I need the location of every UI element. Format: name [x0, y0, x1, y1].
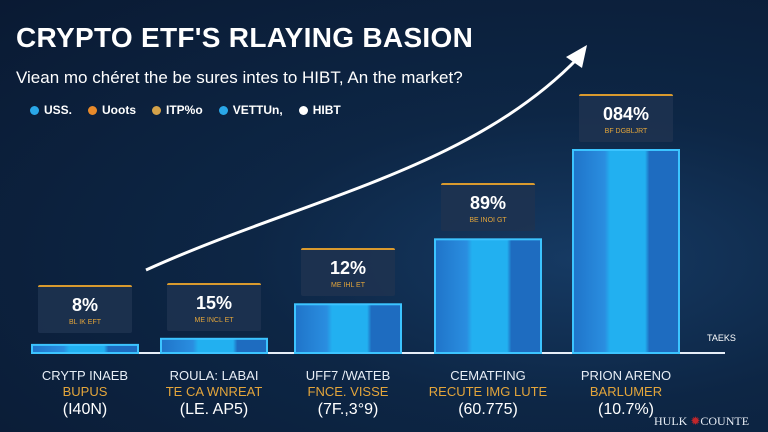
legend-label: HIBT: [312, 103, 341, 117]
bar: [160, 337, 268, 355]
category-name: CRYTP INAEB: [41, 368, 129, 383]
category-value: (60.775): [458, 401, 518, 418]
bar: [31, 343, 139, 355]
legend-item: VETTUn,: [218, 103, 283, 117]
legend-label: VETTUn,: [232, 103, 283, 117]
legend-dot-icon: [152, 105, 162, 115]
bar: [294, 303, 402, 354]
data-label-value: 8%: [71, 295, 98, 315]
data-label: 15% ME INCL ET: [167, 282, 261, 331]
legend-label: USS.: [44, 103, 73, 117]
category-name: UFF7 /WATEB: [305, 368, 391, 383]
data-label-value: 12%: [329, 258, 367, 279]
data-label-sub: ME IHL ET: [331, 282, 365, 290]
legend-dot-icon: [218, 105, 228, 115]
data-label-sub: BF DGBLJRT: [604, 128, 648, 135]
category-value: (10.7%): [597, 401, 655, 418]
legend-label: ITP%o: [166, 103, 203, 117]
brand-logo: HULK ✹COUNTE: [654, 414, 750, 428]
category-sub: FNCE. VISSE: [307, 384, 389, 399]
legend-dot-icon: [298, 105, 308, 115]
category-label: UFF7 /WATEB FNCE. VISSE (7F.,3°9): [273, 368, 423, 420]
category-value: (7F.,3°9): [317, 401, 379, 418]
maple-leaf-icon: ✹: [690, 414, 701, 428]
category-sub: TE CA WNREAT: [165, 384, 263, 399]
data-label-sub: BL IK EFT: [68, 319, 102, 326]
chart-subtitle: Viean mo chéret the be sures intes to HI…: [16, 68, 463, 87]
category-value: (I40N): [62, 401, 108, 418]
data-label-value: 15%: [195, 292, 233, 313]
legend-item: USS.: [30, 103, 72, 117]
legend-label: Uoots: [102, 103, 137, 117]
category-sub: BUPUS: [62, 384, 108, 399]
legend-item: ITP%o: [152, 103, 203, 117]
legend-dot-icon: [30, 105, 39, 115]
data-label: 084% BF DGBLJRT: [579, 94, 673, 142]
trend-arrow-head: [566, 45, 587, 68]
legend: USS. Uoots ITP%o VETTUn, HIBT: [30, 103, 341, 117]
category-name: CEMATFING: [450, 368, 526, 383]
legend-item: HIBT: [298, 103, 341, 117]
data-label-sub: ME INCL ET: [194, 316, 234, 324]
data-label: 8% BL IK EFT: [38, 285, 132, 333]
bar: [434, 238, 542, 355]
legend-dot-icon: [88, 105, 98, 115]
data-label-value: 084%: [602, 104, 650, 124]
bar: [572, 149, 680, 354]
data-label-value: 89%: [469, 193, 507, 214]
category-label: CRYTP INAEB BUPUS (I40N): [10, 368, 160, 420]
data-label: 12% ME IHL ET: [301, 248, 395, 297]
chart-title: CRYPTO ETF'S RLAYING BASION: [16, 22, 474, 53]
data-label-sub: BE INOI GT: [469, 217, 507, 225]
data-label: 89% BE INOI GT: [441, 183, 535, 232]
trend-arrow-line: [145, 56, 580, 272]
category-value: (LE. AP5): [179, 401, 249, 418]
category-sub: RECUTE IMG LUTE: [428, 384, 548, 399]
category-label: CEMATFING RECUTE IMG LUTE (60.775): [413, 368, 563, 420]
category-name: PRION ARENO: [580, 368, 672, 383]
category-label: ROULA: LABAI TE CA WNREAT (LE. AP5): [139, 368, 289, 420]
category-label: PRION ARENO BARLUMER (10.7%): [551, 368, 701, 420]
category-name: ROULA: LABAI: [169, 368, 259, 383]
legend-item: Uoots: [88, 103, 136, 117]
axis-label: TAEKS: [707, 333, 736, 343]
category-sub: BARLUMER: [589, 384, 663, 399]
